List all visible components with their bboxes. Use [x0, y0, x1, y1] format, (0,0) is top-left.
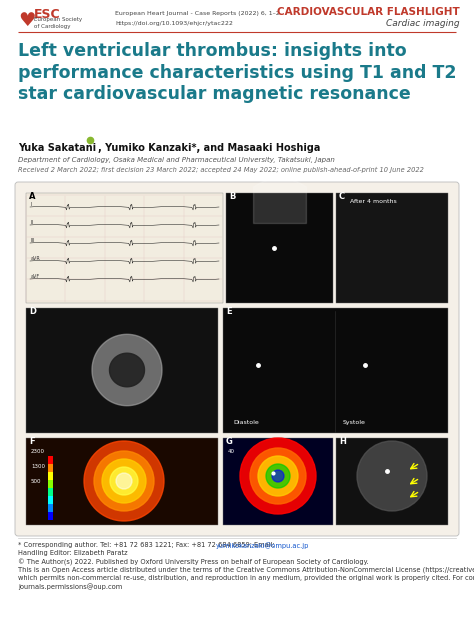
Text: Systole: Systole [343, 420, 366, 425]
Text: I: I [31, 203, 33, 208]
Bar [48, 456, 53, 464]
Bar [336, 438, 448, 525]
Text: Cardiac imaging: Cardiac imaging [386, 20, 460, 28]
Text: European Society
of Cardiology: European Society of Cardiology [34, 18, 82, 28]
Text: III: III [31, 239, 36, 244]
FancyBboxPatch shape [15, 182, 459, 536]
Text: ♥: ♥ [18, 11, 36, 30]
Bar [48, 488, 53, 496]
Bar [48, 464, 53, 472]
Text: Department of Cardiology, Osaka Medical and Pharmaceutical University, Takatsuki: Department of Cardiology, Osaka Medical … [18, 157, 335, 163]
Text: This is an Open Access article distributed under the terms of the Creative Commo: This is an Open Access article distribut… [18, 567, 474, 573]
Text: C: C [339, 192, 345, 201]
Bar [26, 193, 223, 303]
Text: 1300: 1300 [31, 464, 45, 469]
Bar [26, 438, 218, 525]
Circle shape [272, 470, 284, 482]
Circle shape [116, 473, 132, 489]
Circle shape [266, 464, 290, 488]
Bar [223, 308, 448, 433]
Bar [226, 193, 333, 303]
Bar [48, 496, 53, 504]
Text: B: B [229, 192, 236, 201]
Bar [48, 504, 53, 512]
Text: European Heart Journal - Case Reports (2022) 6, 1–2: European Heart Journal - Case Reports (2… [115, 11, 280, 16]
Text: ESC: ESC [34, 8, 61, 20]
Bar [26, 308, 218, 433]
Bar [48, 472, 53, 480]
Text: , Yumiko Kanzaki*, and Masaaki Hoshiga: , Yumiko Kanzaki*, and Masaaki Hoshiga [98, 143, 320, 153]
Text: © The Author(s) 2022. Published by Oxford University Press on behalf of European: © The Author(s) 2022. Published by Oxfor… [18, 558, 369, 565]
Circle shape [250, 448, 306, 504]
Circle shape [357, 441, 427, 511]
Text: 500: 500 [31, 479, 42, 484]
Circle shape [110, 467, 138, 495]
Bar [48, 480, 53, 488]
Polygon shape [92, 334, 162, 406]
Circle shape [258, 456, 298, 496]
Text: * Corresponding author. Tel: +81 72 683 1221; Fax: +81 72 684 6859; Email:: * Corresponding author. Tel: +81 72 683 … [18, 542, 277, 548]
Text: 2300: 2300 [31, 449, 45, 454]
Text: yumikokanzaki@ompu.ac.jp: yumikokanzaki@ompu.ac.jp [216, 542, 310, 549]
Text: Left ventricular thrombus: insights into
performance characteristics using T1 an: Left ventricular thrombus: insights into… [18, 42, 456, 103]
Text: H: H [339, 437, 346, 446]
Text: II: II [31, 220, 34, 225]
Text: F: F [29, 437, 35, 446]
Circle shape [84, 441, 164, 521]
Text: Handling Editor: Elizabeth Paratz: Handling Editor: Elizabeth Paratz [18, 550, 128, 556]
Bar [223, 438, 333, 525]
Text: Yuka Sakatani: Yuka Sakatani [18, 143, 100, 153]
Text: CARDIOVASCULAR FLASHLIGHT: CARDIOVASCULAR FLASHLIGHT [277, 7, 460, 17]
Bar [336, 193, 448, 303]
Text: https://doi.org/10.1093/ehjcr/ytac222: https://doi.org/10.1093/ehjcr/ytac222 [115, 20, 233, 25]
Text: E: E [226, 307, 232, 316]
Text: aVF: aVF [31, 274, 40, 280]
Text: After 4 months: After 4 months [350, 199, 397, 204]
Text: which permits non-commercial re-use, distribution, and reproduction in any mediu: which permits non-commercial re-use, dis… [18, 575, 474, 581]
Text: G: G [226, 437, 233, 446]
Text: 40: 40 [228, 449, 235, 454]
Text: Diastole: Diastole [233, 420, 259, 425]
Circle shape [94, 451, 154, 511]
Text: journals.permissions@oup.com: journals.permissions@oup.com [18, 583, 122, 590]
Circle shape [240, 438, 316, 514]
Text: Received 2 March 2022; first decision 23 March 2022; accepted 24 May 2022; onlin: Received 2 March 2022; first decision 23… [18, 167, 424, 173]
Text: D: D [29, 307, 36, 316]
Circle shape [102, 459, 146, 503]
Polygon shape [109, 353, 145, 387]
Text: A: A [29, 192, 36, 201]
Bar [48, 512, 53, 520]
Text: aVR: aVR [31, 256, 41, 261]
